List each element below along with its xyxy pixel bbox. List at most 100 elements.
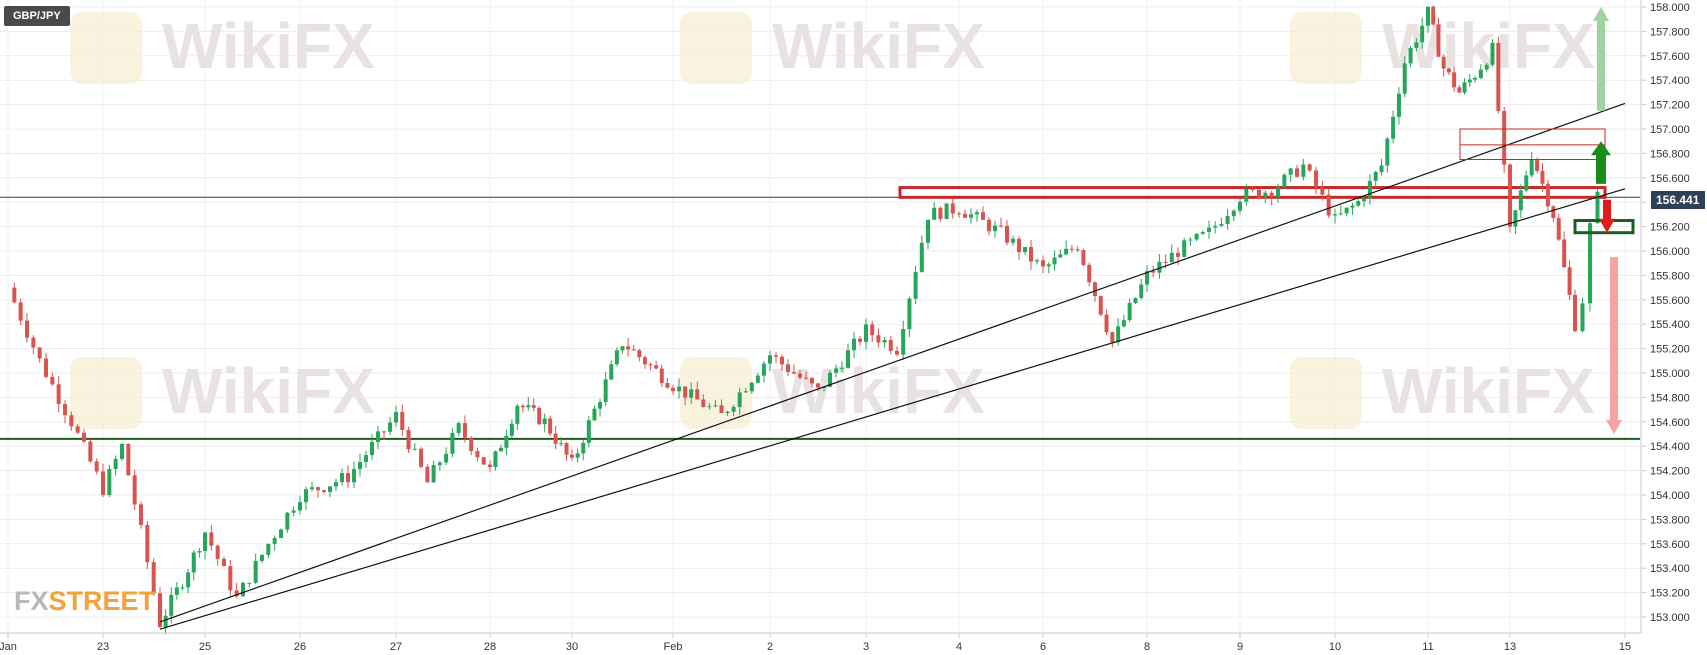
candle-body [665,383,670,388]
candle-body [637,350,642,358]
candle-body [1269,192,1274,198]
candle-body [376,431,380,442]
candle-body [846,350,850,368]
candle-body [388,422,392,432]
y-tick-label: 156.600 [1650,173,1690,185]
candle-body [1121,320,1126,327]
watermark-badge [1290,12,1362,84]
candle-body [864,324,868,342]
candle-body [1244,189,1249,202]
candle-body [1225,216,1230,224]
candle-body [1490,42,1495,65]
y-tick-label: 155.400 [1650,319,1690,331]
candle-body [553,433,558,444]
candle-body [1257,189,1261,198]
candle-body [749,382,754,392]
candle-body [113,458,118,470]
candle-body [1163,261,1168,263]
candle-body [94,461,99,472]
candle-body [1529,159,1534,176]
candle-body [719,405,724,414]
candle-body [792,372,796,374]
candle-body [475,451,480,458]
candle-body [12,287,17,303]
x-tick-label: 23 [97,641,109,653]
candle-body [1093,282,1097,297]
candle-body [1326,194,1331,216]
candle-body [642,357,647,365]
candle-body [1408,47,1413,64]
candle-body [1551,206,1556,219]
candle-body [564,443,569,455]
x-tick-label: 15 [1619,641,1631,653]
candle-body [537,407,542,425]
candle-body [1207,227,1211,232]
candle-body [774,355,778,357]
candle-body [412,448,417,450]
candle-body [810,378,814,384]
candle-body [504,435,509,448]
y-tick-label: 157.800 [1650,26,1690,38]
candle-body [559,443,564,445]
candle-body [840,367,844,369]
candle-body [1545,183,1550,207]
candle-body [575,453,580,458]
candle-body [707,406,712,408]
candle-body [1373,171,1378,181]
trendline [159,102,1626,623]
candle-body [1052,257,1057,265]
y-tick-label: 154.000 [1650,490,1690,502]
candle-body [1567,267,1572,295]
candle-body [1508,164,1512,227]
watermark-text: WikiFX [1382,355,1595,427]
candle-body [1075,249,1080,251]
candle-body [1157,261,1162,273]
candle-body [1420,25,1425,43]
symbol-label: GBP/JPY [4,6,70,26]
candle-body [683,386,688,398]
candle-body [437,462,442,466]
candle-body [858,338,862,342]
candle-body [1344,207,1349,214]
candle-body [247,582,252,584]
candle-body [957,213,961,215]
candle-body [18,302,23,321]
candle-body [1362,198,1367,202]
watermark-badge [70,12,142,84]
candle-body [852,338,856,351]
candle-body [882,339,887,343]
candle-body [469,437,474,452]
candle-body [1176,252,1180,257]
candle-body [1145,271,1149,285]
candle-body [1524,175,1529,191]
candle-body [25,320,29,338]
trendline [159,188,1626,630]
candle-body [768,355,772,364]
candle-body [1116,326,1121,343]
candle-body [1452,72,1457,88]
watermark-badge [1290,357,1362,429]
candle-body [614,350,619,365]
logo-fx-text: FX [14,586,49,616]
candle-body [1098,296,1103,315]
candle-body [1295,168,1299,177]
x-tick-label: 4 [956,641,962,653]
candle-body [279,529,283,538]
candle-body [963,213,967,218]
candle-body [101,471,105,496]
candle-body [158,593,162,627]
candle-body [1231,210,1236,217]
x-tick-label: 9 [1237,641,1243,653]
candle-body [999,225,1003,227]
candle-body [1496,42,1501,112]
x-tick-label: 6 [1040,641,1046,653]
candle-body [1457,87,1462,93]
candle-body [520,405,525,408]
candle-body [689,389,694,398]
x-tick-label: 11 [1422,641,1433,653]
candle-body [828,372,832,387]
y-tick-label: 153.800 [1650,514,1690,526]
candle-body [340,473,344,483]
